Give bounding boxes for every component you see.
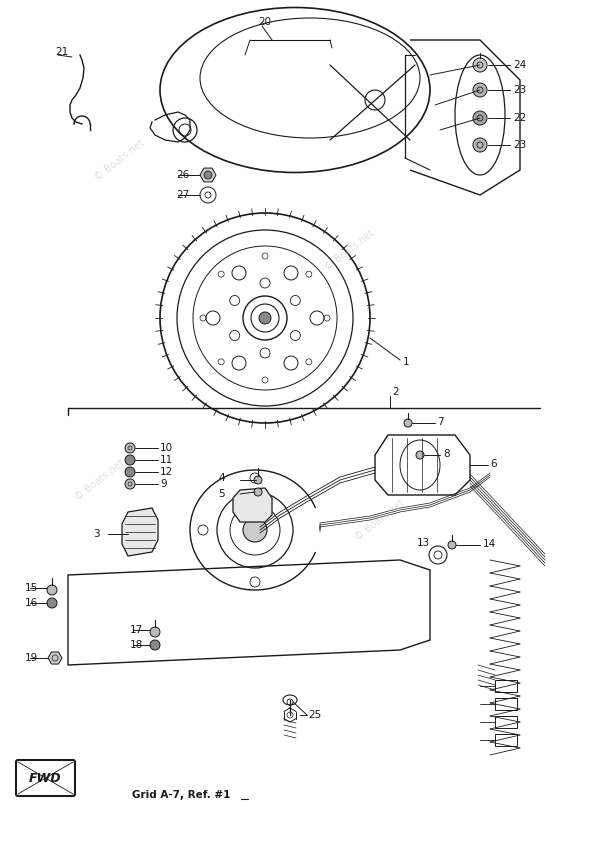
Circle shape <box>473 58 487 72</box>
Polygon shape <box>122 508 158 556</box>
Text: 18: 18 <box>130 640 143 650</box>
Text: © Boats.net: © Boats.net <box>323 227 377 273</box>
Circle shape <box>404 419 412 427</box>
Text: 26: 26 <box>176 170 189 180</box>
Polygon shape <box>200 168 216 182</box>
Text: 9: 9 <box>160 479 166 489</box>
Text: © Boats.net: © Boats.net <box>353 498 407 542</box>
Circle shape <box>204 171 212 179</box>
Bar <box>495 716 517 728</box>
Text: 23: 23 <box>513 85 526 95</box>
Circle shape <box>125 479 135 489</box>
Circle shape <box>125 455 135 465</box>
Circle shape <box>473 83 487 97</box>
Bar <box>495 698 517 710</box>
Text: 3: 3 <box>94 529 100 539</box>
Text: FWD: FWD <box>28 772 62 785</box>
Text: 16: 16 <box>25 598 38 608</box>
Text: 13: 13 <box>417 538 430 548</box>
Circle shape <box>150 627 160 637</box>
Polygon shape <box>48 652 62 664</box>
Text: 17: 17 <box>130 625 143 635</box>
Circle shape <box>448 541 456 549</box>
Circle shape <box>416 451 424 459</box>
Circle shape <box>150 640 160 650</box>
Text: © Boats.net: © Boats.net <box>94 138 147 182</box>
Circle shape <box>259 312 271 324</box>
Polygon shape <box>233 488 272 522</box>
Text: 8: 8 <box>443 449 450 459</box>
FancyBboxPatch shape <box>16 760 75 796</box>
Text: 12: 12 <box>160 467 173 477</box>
Circle shape <box>473 138 487 152</box>
Text: 23: 23 <box>513 140 526 150</box>
Text: 6: 6 <box>490 459 497 469</box>
Bar <box>495 734 517 746</box>
Text: 7: 7 <box>437 417 443 427</box>
Text: 5: 5 <box>218 489 225 499</box>
Text: 15: 15 <box>25 583 38 593</box>
Circle shape <box>125 443 135 453</box>
Text: 24: 24 <box>513 60 526 70</box>
Text: 21: 21 <box>55 47 68 57</box>
Bar <box>495 680 517 692</box>
Text: 4: 4 <box>218 473 225 483</box>
Text: 25: 25 <box>308 710 321 720</box>
Text: 10: 10 <box>160 443 173 453</box>
Circle shape <box>254 476 262 484</box>
Text: 27: 27 <box>176 190 189 200</box>
Text: © Boats.net: © Boats.net <box>73 458 127 503</box>
Text: 19: 19 <box>25 653 38 663</box>
Circle shape <box>473 111 487 125</box>
Text: 1: 1 <box>403 357 410 367</box>
Circle shape <box>125 467 135 477</box>
Text: 14: 14 <box>483 539 496 549</box>
Text: Grid A-7, Ref. #1: Grid A-7, Ref. #1 <box>132 790 230 800</box>
Text: 2: 2 <box>392 387 398 397</box>
Circle shape <box>47 585 57 595</box>
Circle shape <box>254 488 262 496</box>
Circle shape <box>47 598 57 608</box>
Text: 11: 11 <box>160 455 173 465</box>
Circle shape <box>243 518 267 542</box>
Text: 22: 22 <box>513 113 526 123</box>
Text: 20: 20 <box>258 17 271 27</box>
